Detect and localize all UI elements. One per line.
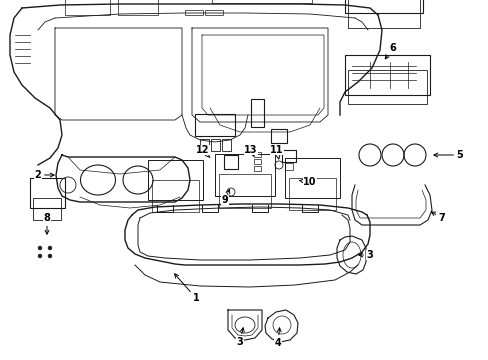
Circle shape (48, 246, 52, 250)
Text: 13: 13 (244, 145, 257, 156)
Text: 10: 10 (299, 177, 316, 187)
Text: 7: 7 (430, 212, 445, 223)
Text: 12: 12 (196, 145, 209, 158)
Text: 3: 3 (358, 250, 373, 260)
Text: 9: 9 (221, 190, 229, 205)
Text: 2: 2 (35, 170, 54, 180)
Circle shape (48, 254, 52, 258)
Text: 3: 3 (236, 328, 244, 347)
Circle shape (38, 246, 42, 250)
Text: 8: 8 (43, 213, 50, 234)
Text: 5: 5 (433, 150, 463, 160)
Circle shape (38, 254, 42, 258)
Text: 1: 1 (174, 274, 199, 303)
Text: 11: 11 (270, 145, 283, 159)
Text: 6: 6 (385, 43, 396, 59)
Text: 4: 4 (274, 328, 281, 348)
